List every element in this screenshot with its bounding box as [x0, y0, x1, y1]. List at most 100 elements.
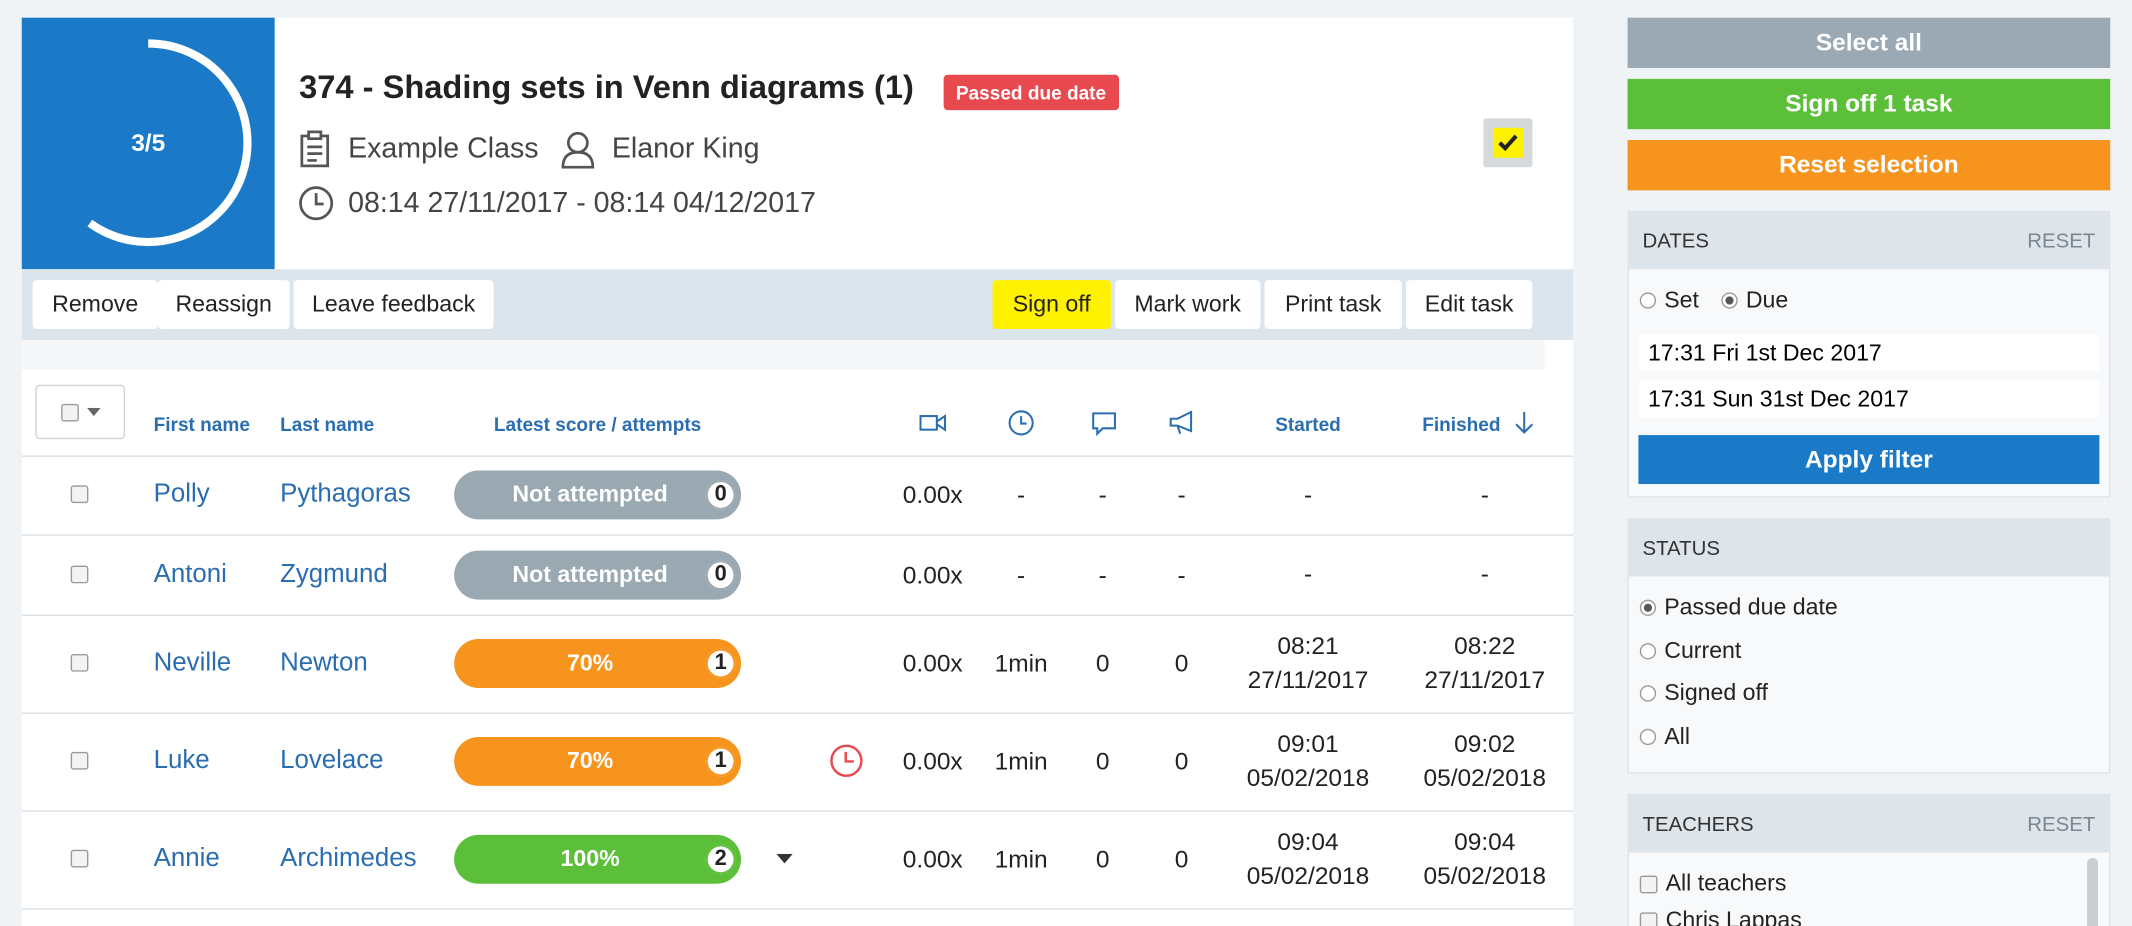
checkbox[interactable]	[1639, 874, 1658, 893]
column-header[interactable]: First name	[153, 413, 250, 436]
row-divider	[21, 908, 1574, 910]
score-label: Not attempted	[512, 560, 668, 587]
status-option[interactable]: All	[1639, 722, 1690, 750]
score-pill: Not attempted 0	[454, 470, 742, 520]
first-name[interactable]: Neville	[153, 648, 232, 678]
finished-cell: -	[1480, 560, 1489, 588]
started-cell: 09:04	[1277, 828, 1339, 856]
panel-title: TEACHERS	[1642, 812, 1754, 836]
finished-cell: 09:04	[1454, 828, 1516, 856]
row-checkbox[interactable]	[70, 654, 89, 672]
first-name[interactable]: Polly	[153, 479, 210, 509]
select-all-button[interactable]: Select all	[1627, 17, 2111, 68]
task-dates: 08:14 27/11/2017 - 08:14 04/12/2017	[348, 187, 816, 219]
announce-icon	[1169, 410, 1193, 435]
radio[interactable]	[1639, 599, 1657, 616]
teacher-icon	[561, 131, 595, 169]
teacher-option[interactable]: All teachers	[1639, 870, 1787, 897]
class-name: Example Class	[348, 133, 539, 165]
panel-title: STATUS	[1642, 536, 1720, 560]
radio-label: All	[1664, 722, 1690, 749]
radio[interactable]	[1639, 728, 1657, 745]
date-input[interactable]: 17:31 Sun 31st Dec 2017	[1638, 380, 2100, 418]
radio[interactable]	[1639, 292, 1657, 309]
row-checkbox[interactable]	[70, 564, 89, 583]
checkbox[interactable]	[1639, 911, 1658, 926]
attempts-badge: 2	[705, 844, 736, 875]
row-checkbox[interactable]	[70, 849, 89, 868]
reset-link[interactable]: RESET	[2027, 229, 2096, 253]
comments-cell: 0	[1095, 649, 1110, 678]
date-input[interactable]: 17:31 Fri 1st Dec 2017	[1638, 334, 2100, 372]
time-cell: 1min	[994, 845, 1048, 873]
action-button[interactable]: Leave feedback	[293, 280, 494, 330]
reset-selection-button[interactable]: Reset selection	[1627, 140, 2111, 191]
action-button[interactable]: Print task	[1264, 280, 1402, 330]
radio-label: Due	[1745, 286, 1789, 313]
action-button[interactable]: Mark work	[1114, 280, 1261, 330]
progress-ring	[87, 39, 252, 247]
radio-label: Current	[1664, 637, 1742, 663]
radio[interactable]	[1721, 292, 1738, 309]
last-name[interactable]: Newton	[280, 648, 368, 678]
late-icon	[830, 744, 863, 777]
score-pill: 70% 1	[454, 639, 742, 689]
column-header[interactable]: Last name	[280, 413, 375, 436]
started-cell: 27/11/2017	[1247, 666, 1369, 694]
status-panel: STATUS Passed due date Current Signed off A…	[1627, 518, 2111, 774]
attempts-badge: 1	[705, 746, 736, 777]
class-icon	[300, 130, 330, 168]
teacher-name: Elanor King	[611, 133, 760, 165]
reset-link[interactable]: RESET	[2027, 812, 2096, 836]
last-name[interactable]: Lovelace	[280, 746, 384, 776]
teachers-panel: TEACHERS RESET All teachers Chris Lappas	[1627, 794, 2111, 926]
radio[interactable]	[1639, 685, 1657, 702]
announcements-cell: 0	[1174, 649, 1189, 678]
first-name[interactable]: Annie	[153, 844, 220, 873]
score-label: Not attempted	[512, 481, 668, 508]
status-option[interactable]: Current	[1639, 637, 1742, 664]
status-option[interactable]: Passed due date	[1639, 594, 1838, 621]
row-checkbox[interactable]	[70, 751, 89, 770]
task-checkbox[interactable]	[1483, 118, 1533, 168]
row-divider	[21, 455, 1574, 457]
action-button[interactable]: Sign off	[992, 280, 1111, 330]
finished-cell: 05/02/2018	[1423, 764, 1547, 792]
announcements-cell: 0	[1174, 845, 1189, 873]
column-header[interactable]: Started	[1275, 413, 1341, 436]
rate-cell: 0.00x	[902, 560, 963, 589]
attempts-badge: 0	[705, 559, 736, 590]
rate-cell: 0.00x	[902, 845, 963, 873]
radio[interactable]	[1639, 642, 1657, 659]
radio-label: Passed due date	[1664, 594, 1838, 621]
started-cell: -	[1303, 560, 1313, 588]
first-name[interactable]: Luke	[153, 746, 210, 776]
action-button[interactable]: Reassign	[157, 280, 290, 330]
finished-cell: 27/11/2017	[1424, 666, 1546, 694]
status-option[interactable]: Signed off	[1639, 680, 1768, 707]
time-cell: -	[1017, 481, 1026, 509]
apply-filter-button[interactable]: Apply filter	[1638, 435, 2100, 485]
action-button[interactable]: Remove	[32, 280, 158, 330]
started-cell: 05/02/2018	[1246, 764, 1370, 792]
started-cell: 05/02/2018	[1246, 862, 1370, 890]
action-button[interactable]: Edit task	[1405, 280, 1533, 330]
radio-label: Set	[1664, 286, 1699, 313]
last-name[interactable]: Pythagoras	[280, 479, 411, 509]
sign-off-button[interactable]: Sign off 1 task	[1627, 78, 2111, 130]
finished-cell: -	[1480, 480, 1489, 508]
column-header[interactable]: Finished	[1422, 413, 1501, 436]
checkbox-label: All teachers	[1665, 870, 1787, 897]
row-divider	[21, 810, 1574, 812]
finished-cell: 09:02	[1454, 730, 1516, 758]
row-checkbox[interactable]	[70, 485, 89, 504]
column-header[interactable]: Latest score / attempts	[493, 413, 702, 436]
last-name[interactable]: Zygmund	[280, 559, 388, 589]
bulk-select[interactable]	[35, 384, 126, 440]
expand-caret[interactable]	[776, 853, 793, 865]
last-name[interactable]: Archimedes	[280, 844, 417, 873]
sort-icon[interactable]	[1513, 411, 1535, 435]
first-name[interactable]: Antoni	[153, 559, 227, 589]
teacher-option[interactable]: Chris Lappas	[1639, 907, 1802, 926]
